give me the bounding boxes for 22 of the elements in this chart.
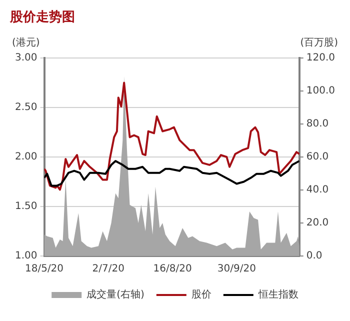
y-tick-label: 1.50	[15, 201, 38, 212]
x-tick-label: 16/8/20	[153, 264, 192, 275]
y2-tick-label: 40.0	[306, 184, 329, 196]
y2-tick-label: 0.0	[306, 250, 322, 262]
y-tick-label: 3.00	[15, 52, 38, 64]
legend-label: 成交量(右轴)	[86, 288, 144, 301]
x-tick-label: 2/7/20	[92, 264, 124, 275]
y2-tick-label: 120.0	[306, 52, 336, 64]
y-tick-label: 2.50	[15, 102, 38, 114]
legend-label: 恒生指数	[257, 288, 298, 301]
y2-tick-label: 80.0	[306, 118, 329, 130]
y2-tick-label: 60.0	[306, 152, 329, 163]
chart-title: 股价走势图	[10, 9, 76, 26]
x-tick-label: 30/9/20	[217, 264, 256, 275]
y-axis-title: (港元)	[12, 36, 40, 49]
x-tick-label: 18/5/20	[24, 264, 64, 275]
y-tick-label: 1.00	[15, 250, 38, 262]
y2-axis-title: (百万股)	[300, 38, 338, 49]
y2-tick-label: 100.0	[306, 86, 336, 97]
legend-label: 股价	[191, 288, 212, 301]
y2-tick-label: 20.0	[306, 218, 329, 229]
y-tick-label: 2.00	[15, 152, 38, 163]
